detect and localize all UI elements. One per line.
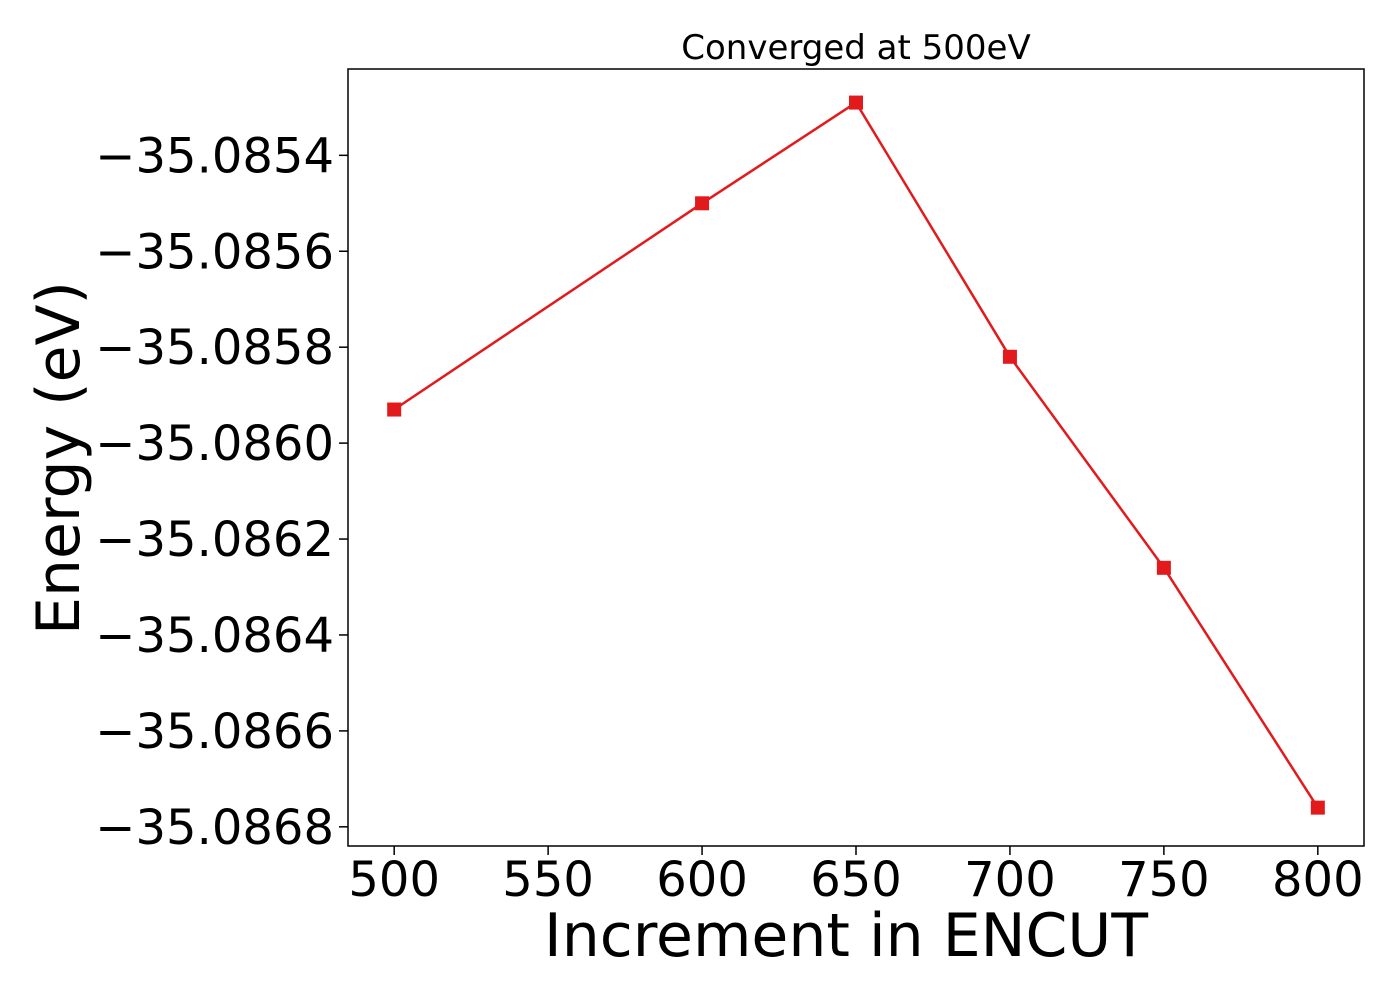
- plot-frame: [347, 68, 1365, 847]
- series-line: [393, 101, 1319, 809]
- data-point-marker: [695, 196, 710, 211]
- x-tick-label: 600: [656, 852, 748, 908]
- y-axis-label: Energy (eV): [24, 281, 94, 635]
- y-tick-label: −35.0860: [95, 416, 334, 472]
- y-tick-label: −35.0856: [95, 224, 334, 280]
- x-tick-label: 800: [1272, 852, 1364, 908]
- x-tick-label: 550: [502, 852, 594, 908]
- y-tick-label: −35.0862: [95, 512, 334, 568]
- x-tick-label: 700: [964, 852, 1056, 908]
- data-point-marker: [387, 402, 402, 417]
- y-tick-label: −35.0868: [95, 800, 334, 856]
- data-point-marker: [849, 95, 863, 110]
- y-tick-label: −35.0858: [95, 320, 334, 376]
- data-point-marker: [1310, 800, 1325, 815]
- ticks-layer: 500 550 600 650 700 750 800 −35.0854 −35.0856 −35…: [95, 128, 1363, 908]
- chart-title: Converged at 500eV: [681, 28, 1030, 68]
- data-point-marker: [1156, 560, 1171, 575]
- y-tick-label: −35.0854: [95, 128, 334, 184]
- series-layer: [387, 95, 1325, 815]
- data-point-marker: [1002, 349, 1017, 364]
- x-tick-label: 500: [348, 852, 440, 908]
- x-tick-label: 650: [810, 852, 902, 908]
- y-tick-label: −35.0866: [95, 704, 334, 760]
- x-axis-label: Increment in ENCUT: [544, 901, 1148, 971]
- y-tick-label: −35.0864: [95, 608, 334, 664]
- x-tick-label: 750: [1118, 852, 1210, 908]
